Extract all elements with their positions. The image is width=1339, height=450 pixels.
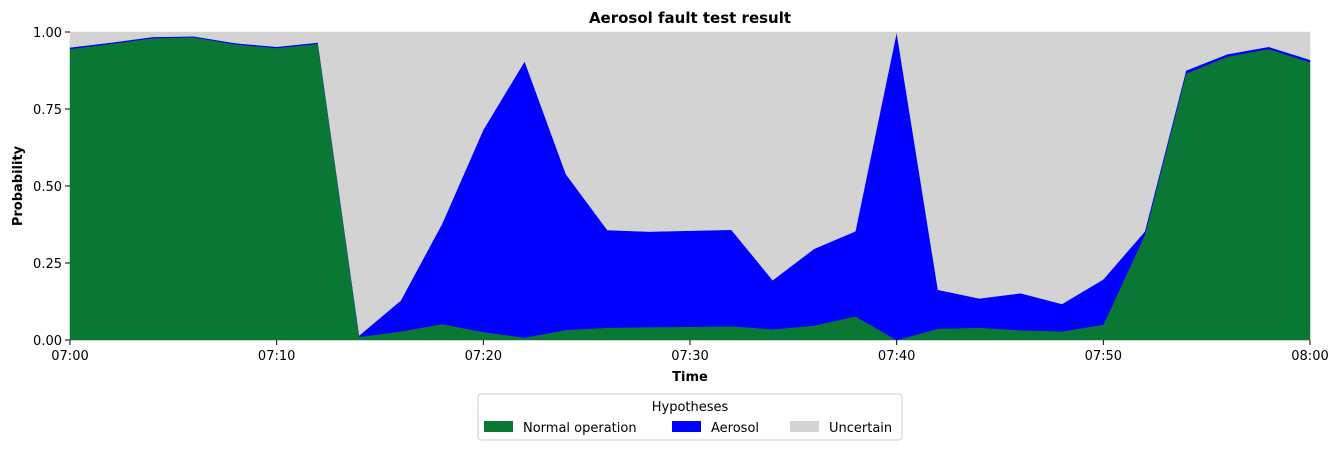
x-tick-label: 07:50 <box>1085 349 1122 364</box>
legend-label: Normal operation <box>523 421 637 436</box>
y-tick-label: 1.00 <box>33 26 62 41</box>
axes: 07:00 07:10 07:20 07:30 07:40 07:50 08:00 0.00 0… <box>33 26 1329 364</box>
legend-swatch <box>790 421 819 432</box>
legend-swatch <box>672 421 701 432</box>
plot-areas <box>69 31 1311 341</box>
area-uncertain <box>69 31 1311 336</box>
x-axis-label: Time <box>672 370 708 385</box>
x-tick-label: 07:10 <box>258 349 295 364</box>
legend-entry-uncertain: Uncertain <box>790 421 892 436</box>
x-tick-label: 08:00 <box>1291 349 1328 364</box>
legend-entry-aerosol: Aerosol <box>672 421 759 436</box>
chart-title: Aerosol fault test result <box>589 9 791 27</box>
legend-label: Uncertain <box>829 421 892 436</box>
legend-entry-normal-operation: Normal operation <box>484 421 637 436</box>
y-tick-label: 0.25 <box>33 257 62 272</box>
x-tick-label: 07:30 <box>671 349 708 364</box>
legend-label: Aerosol <box>711 421 759 436</box>
x-tick-label: 07:40 <box>878 349 915 364</box>
legend-title: Hypotheses <box>652 400 729 415</box>
y-axis-label: Probability <box>11 145 26 226</box>
x-tick-label: 07:00 <box>51 349 88 364</box>
x-tick-label: 07:20 <box>465 349 502 364</box>
legend-entries: Normal operation Aerosol Uncertain <box>484 421 892 436</box>
legend: Hypotheses Normal operation Aerosol Uncert… <box>477 393 903 441</box>
y-tick-label: 0.50 <box>33 180 62 195</box>
y-tick-label: 0.00 <box>33 334 62 349</box>
legend-swatch <box>484 421 513 432</box>
y-tick-label: 0.75 <box>33 103 62 118</box>
